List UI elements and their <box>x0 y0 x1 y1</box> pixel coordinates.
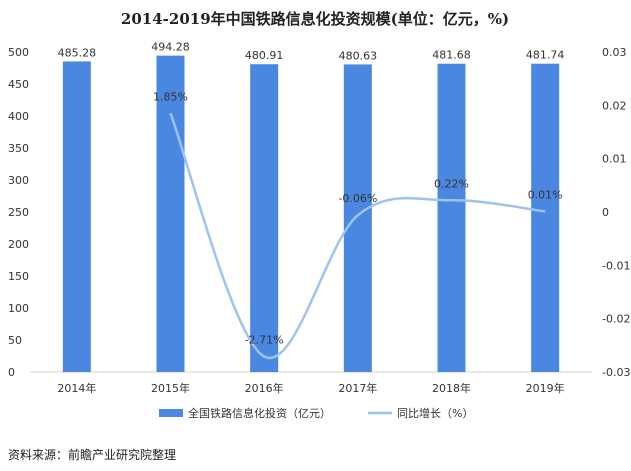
left-tick-label: 150 <box>8 270 29 283</box>
left-tick-label: 200 <box>8 238 29 251</box>
source-note: 资料来源：前瞻产业研究院整理 <box>8 447 176 462</box>
bar-series <box>62 55 560 373</box>
bar <box>250 64 279 373</box>
left-tick-label: 500 <box>8 46 29 59</box>
left-tick-label: 350 <box>8 142 29 155</box>
legend: 全国铁路信息化投资（亿元） 同比增长（%） <box>159 406 473 420</box>
category-label: 2014年 <box>57 381 96 395</box>
x-axis-categories: 2014年 2015年 2016年 2017年 2018年 2019年 <box>57 381 564 395</box>
left-tick-label: 300 <box>8 174 29 187</box>
right-tick-label: 0.01 <box>602 153 627 166</box>
line-value-label: -0.06% <box>338 192 377 205</box>
left-tick-label: 450 <box>8 78 29 91</box>
right-tick-label: -0.03 <box>602 366 630 379</box>
legend-bar-swatch <box>159 409 183 417</box>
line-data-labels: 1.85% -2.71% -0.06% 0.22% 0.01% <box>153 90 563 346</box>
line-value-label: 0.22% <box>434 177 469 190</box>
line-value-label: -2.71% <box>245 334 284 347</box>
legend-line-label: 同比增长（%） <box>397 406 473 420</box>
legend-bar-label: 全国铁路信息化投资（亿元） <box>188 406 331 420</box>
right-y-axis: 0.03 0.02 0.01 0 -0.01 -0.02 -0.03 <box>602 46 630 379</box>
right-tick-label: -0.01 <box>602 259 630 272</box>
bar-value-label: 494.28 <box>151 41 190 54</box>
left-tick-label: 250 <box>8 206 29 219</box>
bar-value-label: 480.63 <box>339 49 378 62</box>
bar <box>62 61 91 372</box>
category-label: 2018年 <box>432 381 471 395</box>
right-tick-label: 0.03 <box>602 46 627 59</box>
left-tick-label: 100 <box>8 302 29 315</box>
category-label: 2017年 <box>338 381 377 395</box>
chart-title: 2014-2019年中国铁路信息化投资规模(单位：亿元，%) <box>121 10 509 28</box>
category-label: 2016年 <box>245 381 284 395</box>
category-label: 2019年 <box>526 381 565 395</box>
category-label: 2015年 <box>151 381 190 395</box>
left-tick-label: 0 <box>8 366 15 379</box>
left-tick-label: 400 <box>8 110 29 123</box>
right-tick-label: 0 <box>602 206 609 219</box>
right-tick-label: 0.02 <box>602 99 627 112</box>
bar <box>437 63 466 373</box>
line-value-label: 0.01% <box>528 188 563 201</box>
bar-value-label: 485.28 <box>58 46 97 59</box>
bar-value-label: 481.74 <box>526 49 565 62</box>
bar <box>156 55 185 373</box>
bar <box>531 63 560 372</box>
line-value-label: 1.85% <box>153 90 188 103</box>
left-tick-label: 50 <box>8 334 22 347</box>
bar-value-label: 481.68 <box>432 49 471 62</box>
growth-line <box>169 112 546 360</box>
left-y-axis: 0 50 100 150 200 250 300 350 400 450 500 <box>8 46 29 379</box>
right-tick-label: -0.02 <box>602 313 630 326</box>
bar-data-labels: 485.28 494.28 480.91 480.63 481.68 481.74 <box>58 41 565 63</box>
bar-value-label: 480.91 <box>245 49 284 62</box>
bar <box>343 64 372 373</box>
